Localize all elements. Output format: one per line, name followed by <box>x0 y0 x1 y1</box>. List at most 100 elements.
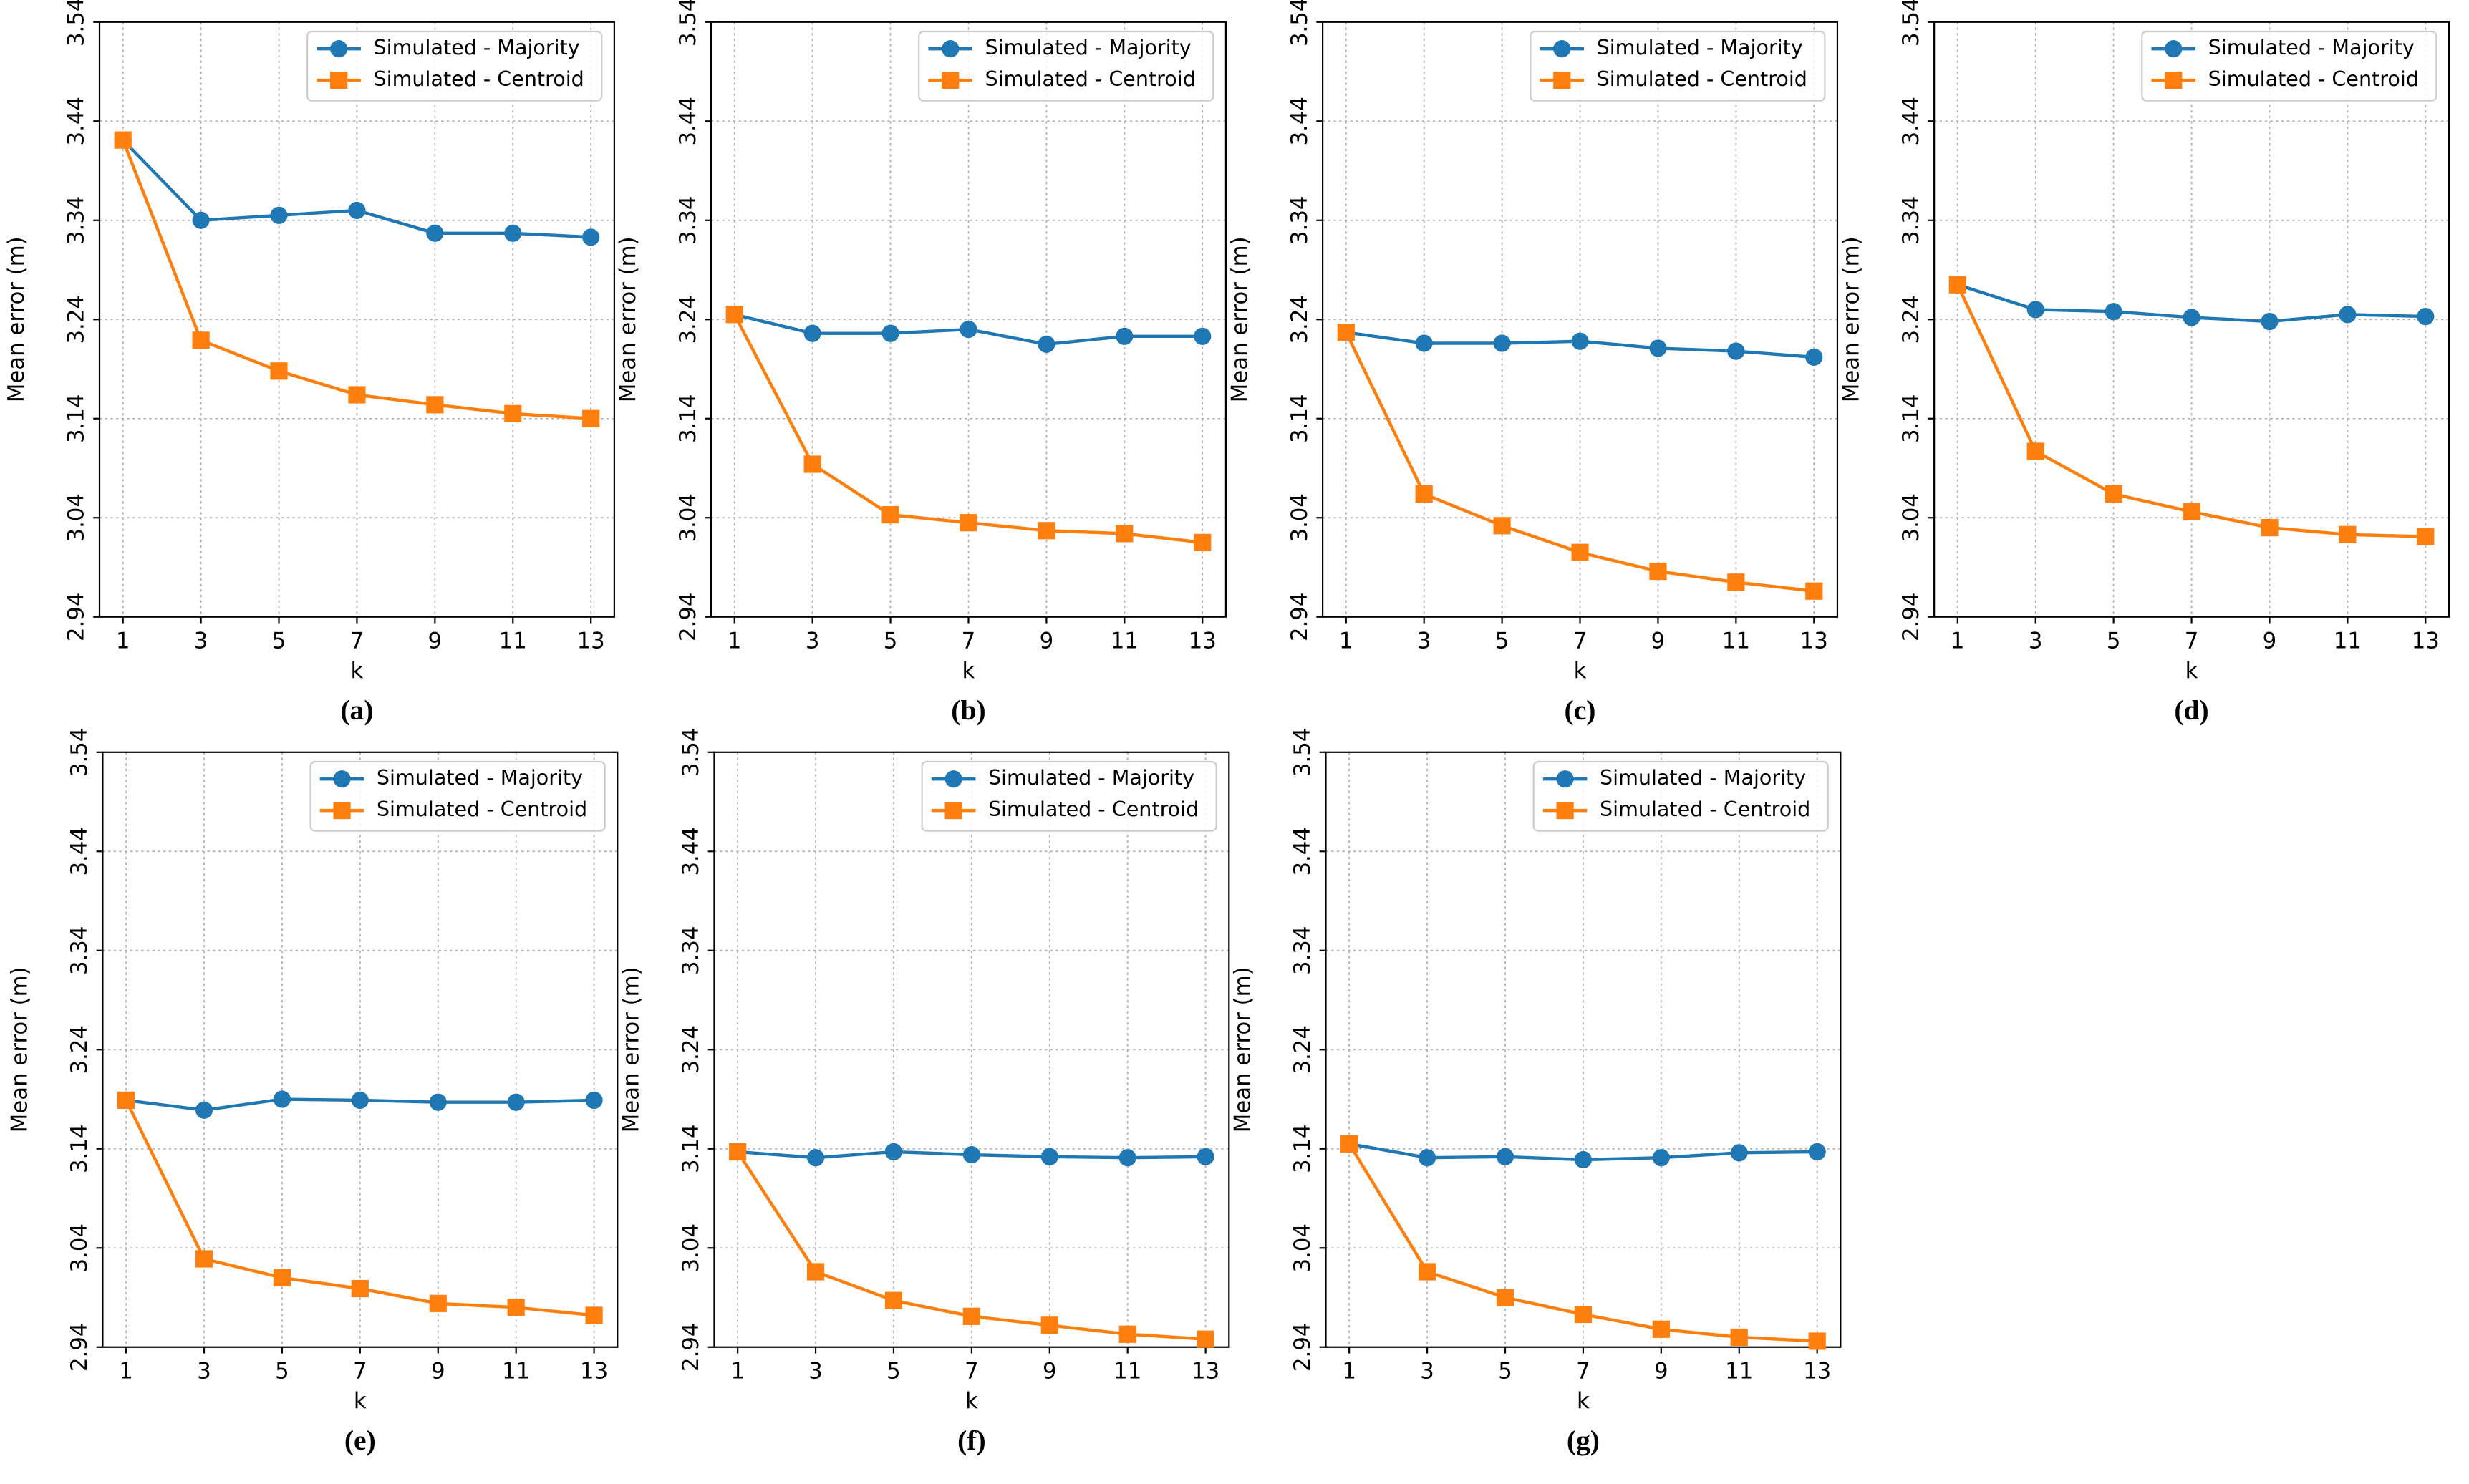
marker <box>725 306 743 324</box>
marker <box>806 1149 825 1167</box>
marker <box>1496 1289 1514 1306</box>
y-tick-label: 3.44 <box>1287 97 1313 146</box>
marker <box>962 1145 980 1164</box>
panel: 2.943.043.143.243.343.443.541 3 5 7 9 11 13kMe… <box>1838 0 2450 726</box>
marker <box>426 224 444 242</box>
y-tick-label: 3.24 <box>1898 295 1924 344</box>
x-tick-label: 1 <box>1951 628 1965 654</box>
marker <box>507 1093 525 1111</box>
y-tick-label: 3.14 <box>64 394 90 443</box>
y-tick-label: 3.14 <box>678 1125 704 1174</box>
y-tick-label: 3.24 <box>1287 295 1313 344</box>
marker <box>1571 332 1589 350</box>
panel: 2.943.043.143.243.343.443.541 3 5 7 9 11 13kMe… <box>7 728 619 1456</box>
legend-label: Simulated - Centroid <box>988 797 1199 821</box>
x-tick-label: 11 <box>1725 1358 1753 1384</box>
x-axis-label: k <box>962 658 975 684</box>
marker <box>582 228 600 246</box>
legend-label: Simulated - Centroid <box>1597 67 1807 91</box>
marker <box>1649 339 1667 357</box>
legend-marker <box>1556 802 1574 820</box>
y-tick-label: 3.24 <box>1290 1025 1315 1075</box>
legend-marker <box>942 72 960 89</box>
legend-box <box>309 760 606 832</box>
legend-marker <box>330 72 348 89</box>
x-axis-label: k <box>1574 658 1587 684</box>
marker <box>1118 1149 1136 1167</box>
legend-box <box>2141 30 2437 102</box>
y-tick-label: 3.24 <box>64 295 90 344</box>
legend-marker <box>944 770 962 788</box>
x-tick-label: 11 <box>1722 628 1750 654</box>
legend-box <box>1530 30 1826 102</box>
y-tick-label: 3.44 <box>1290 827 1315 876</box>
marker <box>2105 485 2122 503</box>
x-tick-label: 3 <box>1417 628 1431 654</box>
legend-marker <box>2165 72 2183 89</box>
y-tick-label: 3.54 <box>1290 728 1315 777</box>
legend-label: Simulated - Centroid <box>377 797 587 821</box>
y-tick-label: 3.14 <box>67 1125 92 1174</box>
x-axis-label: k <box>965 1388 978 1414</box>
x-tick-label: 9 <box>1043 1358 1057 1384</box>
legend-box <box>306 30 603 102</box>
y-tick-label: 3.24 <box>678 1025 704 1075</box>
marker <box>1419 1263 1436 1281</box>
y-tick-label: 3.34 <box>64 196 90 246</box>
y-tick-label: 3.44 <box>675 97 701 146</box>
y-tick-label: 3.54 <box>64 0 90 47</box>
x-tick-label: 7 <box>2185 628 2199 654</box>
marker <box>348 386 366 404</box>
marker <box>351 1279 369 1298</box>
caption: (d) <box>2174 694 2208 726</box>
marker <box>1652 1320 1670 1338</box>
x-tick-label: 7 <box>962 628 976 654</box>
y-tick-label: 3.04 <box>64 493 90 543</box>
x-tick-label: 13 <box>1800 628 1828 654</box>
marker <box>1194 533 1212 551</box>
x-tick-label: 11 <box>1111 628 1139 654</box>
legend-marker <box>944 802 962 820</box>
marker <box>2105 303 2122 321</box>
x-tick-label: 9 <box>1651 628 1666 654</box>
legend-label: Simulated - Majority <box>374 35 580 59</box>
caption: (c) <box>1565 694 1596 726</box>
marker <box>273 1090 291 1108</box>
marker <box>117 1091 135 1109</box>
marker <box>270 206 288 224</box>
marker <box>351 1091 369 1109</box>
marker <box>960 321 977 339</box>
x-tick-label: 13 <box>1192 1358 1219 1384</box>
y-tick-label: 3.04 <box>67 1223 92 1273</box>
marker <box>507 1299 525 1316</box>
marker <box>2339 525 2357 543</box>
x-axis-label: k <box>351 658 364 684</box>
y-tick-label: 2.94 <box>64 592 90 641</box>
marker <box>960 514 977 532</box>
marker <box>2261 312 2279 331</box>
marker <box>2026 301 2044 319</box>
y-tick-label: 3.44 <box>64 97 90 146</box>
legend-label: Simulated - Majority <box>2208 35 2415 59</box>
x-tick-label: 13 <box>577 628 605 654</box>
y-tick-label: 2.94 <box>1287 592 1313 641</box>
marker <box>195 1250 213 1268</box>
y-tick-label: 3.14 <box>1290 1125 1315 1174</box>
legend-marker <box>330 40 348 58</box>
x-tick-label: 7 <box>350 628 364 654</box>
x-axis-label: k <box>1577 1388 1590 1414</box>
caption: (e) <box>344 1425 376 1456</box>
y-axis-label: Mean error (m) <box>615 236 641 402</box>
x-tick-label: 9 <box>431 1358 445 1384</box>
marker <box>1419 1149 1436 1167</box>
panel: 2.943.043.143.243.343.443.541 3 5 7 9 11 13kMe… <box>4 0 615 726</box>
x-tick-label: 5 <box>2107 628 2121 654</box>
marker <box>1574 1150 1593 1169</box>
legend-label: Simulated - Majority <box>985 35 1192 59</box>
legend-marker <box>942 40 960 58</box>
marker <box>803 324 821 342</box>
y-axis-label: Mean error (m) <box>1838 236 1864 402</box>
y-tick-label: 3.24 <box>67 1025 92 1075</box>
legend-label: Simulated - Majority <box>377 765 583 790</box>
